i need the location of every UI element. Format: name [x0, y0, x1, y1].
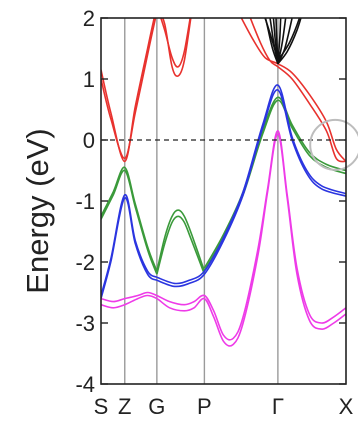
band-magenta-line [101, 133, 346, 347]
kpoint-label: S [94, 394, 109, 419]
band-red-line [161, 18, 192, 77]
plot-frame [100, 17, 347, 385]
band-lines [101, 18, 346, 347]
y-tick-label: 0 [83, 128, 95, 153]
kpoint-label: Γ [272, 394, 284, 419]
y-tick-label: 1 [83, 67, 95, 92]
band-black-line [264, 18, 279, 65]
y-tick-label: -2 [75, 250, 95, 275]
band-green-line [203, 99, 346, 272]
band-green-line [101, 166, 158, 272]
kpoint-label: P [197, 394, 212, 419]
y-axis-ticks: 2 1 0 -1 -2 -3 -4 [75, 6, 346, 397]
band-green-line [101, 169, 158, 275]
band-green-line [156, 209, 206, 272]
band-blue-line [101, 194, 158, 296]
band-red-line [101, 18, 155, 163]
y-axis-label: Energy (eV) [20, 128, 55, 293]
band-blue-line [156, 84, 346, 285]
y-tick-label: -1 [75, 189, 95, 214]
band-green-line [156, 215, 206, 275]
kpoint-label: Z [118, 394, 131, 419]
y-tick-label: 2 [83, 6, 95, 31]
band-blue-line [156, 89, 346, 288]
kpoint-label: X [339, 394, 354, 419]
band-red-line [101, 18, 157, 160]
band-black-line [277, 18, 302, 65]
band-red-line [249, 18, 346, 163]
y-tick-label: -4 [75, 372, 95, 397]
band-black-line [277, 18, 301, 62]
band-red-line [240, 18, 346, 162]
y-tick-label: -3 [75, 311, 95, 336]
kpoint-label: G [148, 394, 165, 419]
kpoint-lines [124, 18, 279, 384]
band-black-line [277, 18, 293, 65]
band-black-line [277, 18, 282, 64]
annotation-circle [309, 118, 358, 171]
band-red-line [160, 18, 191, 68]
band-magenta-line [101, 129, 346, 341]
band-black-line [264, 18, 279, 61]
band-black-line [275, 18, 279, 64]
band-green-line [203, 96, 346, 269]
